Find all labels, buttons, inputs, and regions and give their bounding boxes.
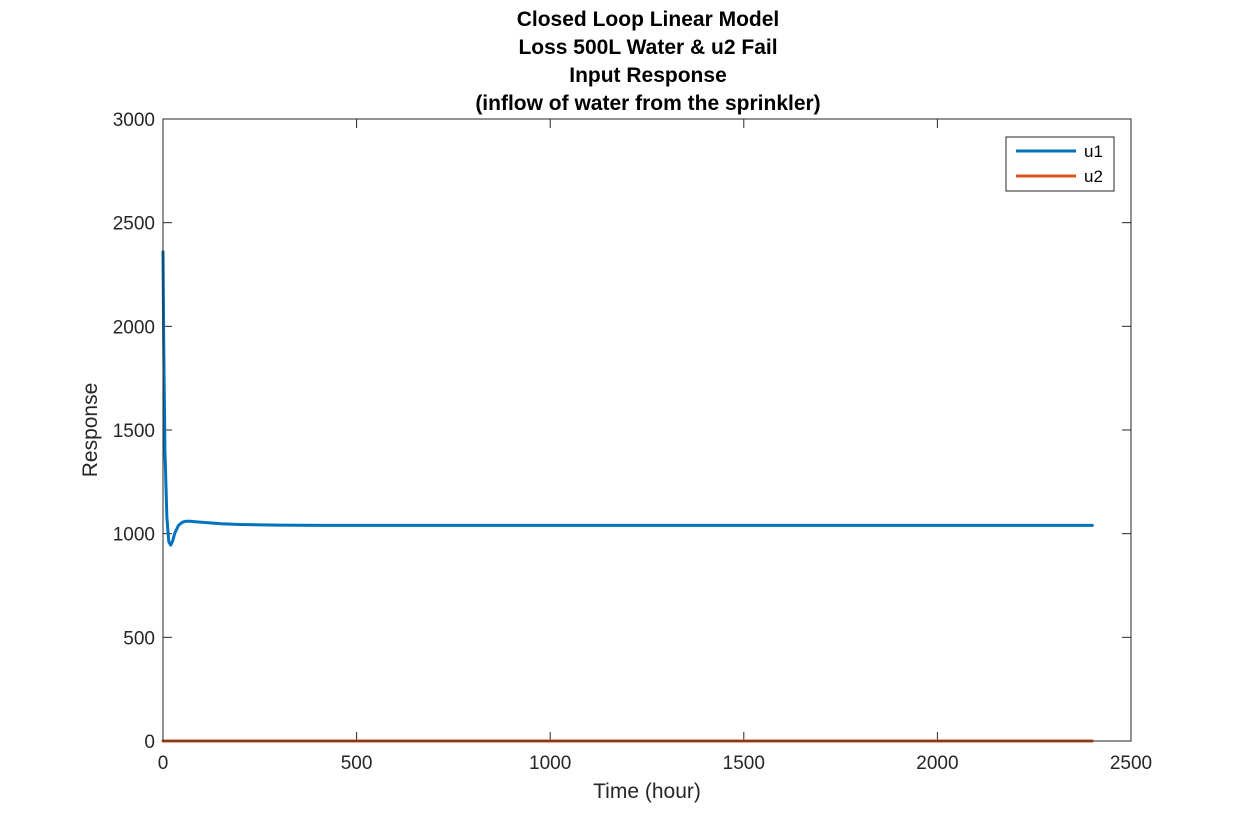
x-tick-label: 0	[158, 753, 169, 774]
legend-label-u2: u2	[1084, 167, 1103, 186]
y-tick-label: 2500	[113, 214, 155, 235]
x-tick-label: 500	[341, 753, 373, 774]
title-line-1: Closed Loop Linear Model	[517, 8, 780, 31]
x-tick-label: 1000	[529, 753, 571, 774]
plot-area	[163, 119, 1131, 741]
y-tick-labels: 0 500 1000 1500 2000 2500 3000	[113, 110, 155, 753]
y-tick-label: 1500	[113, 421, 155, 442]
title-line-2: Loss 500L Water & u2 Fail	[518, 36, 777, 59]
title-line-4: (inflow of water from the sprinkler)	[475, 92, 820, 115]
y-tick-label: 2000	[113, 317, 155, 338]
axes-box	[162, 118, 1132, 742]
x-tick-labels: 0 500 1000 1500 2000 2500	[158, 753, 1152, 774]
series-line-u1	[161, 250, 1094, 547]
legend-label-u1: u1	[1084, 142, 1103, 161]
legend: u1 u2	[1005, 136, 1115, 192]
x-axis-label: Time (hour)	[593, 780, 701, 803]
y-axis-label: Response	[79, 383, 102, 478]
y-tick-label: 500	[123, 628, 155, 649]
legend-box	[1005, 136, 1115, 192]
y-tick-label: 0	[144, 732, 155, 753]
title-line-3: Input Response	[569, 64, 727, 87]
y-tick-label: 3000	[113, 110, 155, 131]
y-tick-label: 1000	[113, 525, 155, 546]
x-tick-label: 2000	[916, 753, 958, 774]
chart-title: Closed Loop Linear Model Loss 500L Water…	[475, 8, 820, 115]
x-tick-label: 1500	[723, 753, 765, 774]
x-tick-label: 2500	[1110, 753, 1152, 774]
